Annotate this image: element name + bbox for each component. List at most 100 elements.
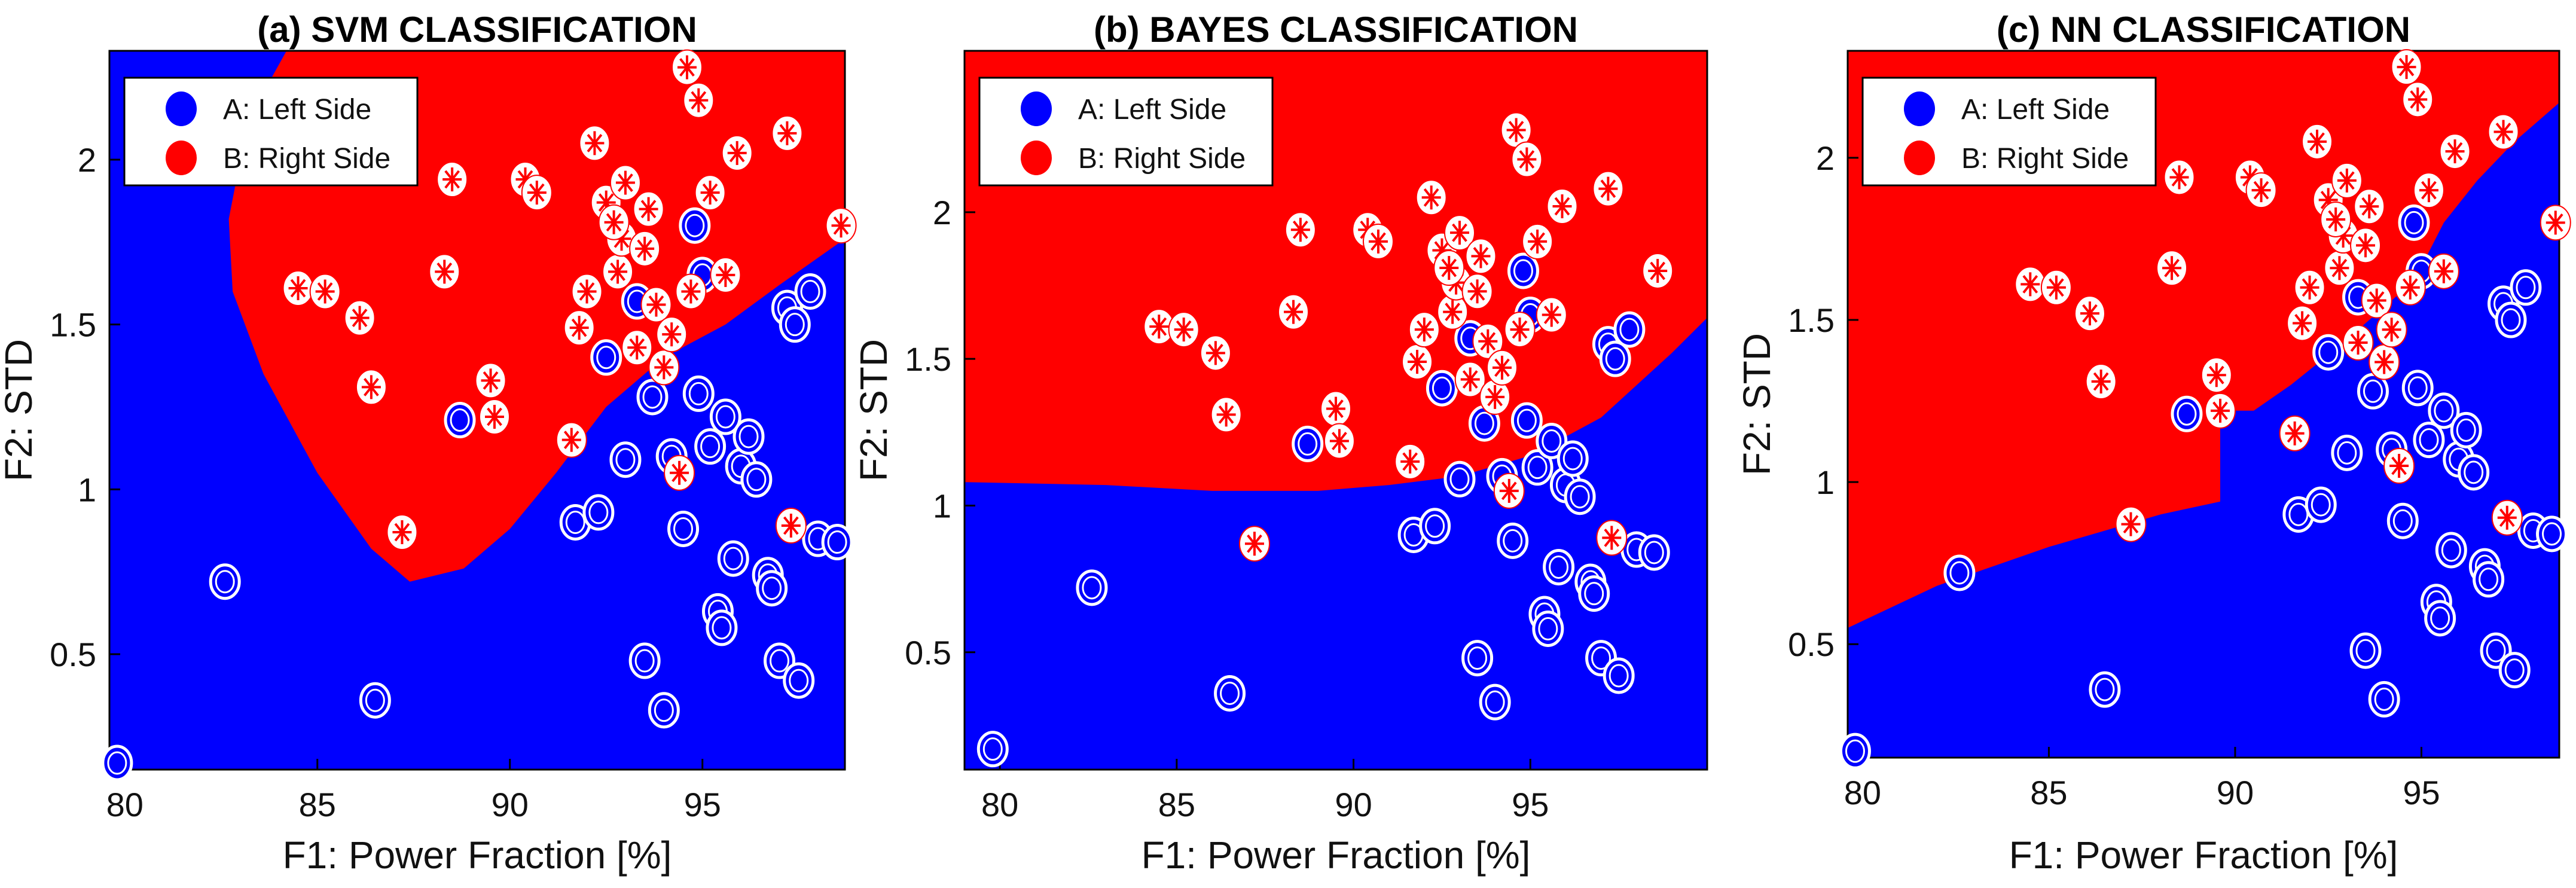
- point-a-ring: [2504, 658, 2525, 682]
- point-b-star: [2253, 181, 2269, 200]
- point-a: [1076, 569, 1108, 606]
- point-a-ring: [615, 448, 636, 472]
- point-a-marker: [1532, 611, 1564, 648]
- point-b-star: [2402, 278, 2418, 297]
- point-a-marker: [976, 731, 1009, 768]
- chart-title: (c) NN CLASSIFICATION: [1997, 10, 2410, 50]
- point-b: [2074, 295, 2105, 332]
- point-a-ring: [2486, 639, 2506, 663]
- point-b: [2540, 205, 2571, 241]
- point-b: [2413, 172, 2444, 209]
- point-a-ring: [1474, 411, 1494, 435]
- point-b: [1504, 312, 1536, 348]
- point-a-ring: [673, 517, 694, 541]
- point-a-ring: [2318, 340, 2339, 364]
- point-a-ring: [1619, 318, 1640, 341]
- point-a-ring: [2419, 428, 2439, 452]
- point-b-star: [2376, 353, 2392, 371]
- point-a-marker: [2401, 370, 2434, 407]
- point-b: [521, 175, 553, 211]
- point-a-marker: [1426, 370, 1458, 407]
- point-a: [717, 540, 749, 577]
- point-b-star: [2171, 168, 2187, 187]
- point-a: [209, 563, 241, 600]
- point-b-star: [529, 183, 545, 202]
- y-tick-label: 1.5: [905, 340, 951, 378]
- y-tick-label: 0.5: [905, 634, 951, 672]
- point-a-marker: [636, 379, 669, 416]
- point-a: [2413, 422, 2445, 459]
- y-tick-label: 1: [78, 471, 96, 508]
- point-b-star: [618, 173, 633, 192]
- point-b: [1465, 238, 1497, 274]
- point-b: [648, 349, 680, 386]
- x-tick-label: 80: [1844, 774, 1881, 811]
- point-a-marker: [1638, 534, 1670, 571]
- x-tick-label: 85: [299, 786, 336, 823]
- point-a-ring: [1082, 576, 1102, 600]
- x-tick-label: 95: [2403, 774, 2440, 811]
- point-b-star: [1452, 223, 1467, 242]
- point-a-marker: [2498, 652, 2531, 689]
- y-axis-label: F2: STD: [852, 339, 895, 481]
- point-a: [709, 398, 741, 435]
- point-b: [1394, 443, 1426, 480]
- point-b-star: [691, 91, 707, 110]
- point-b-star: [2208, 365, 2224, 385]
- point-a-ring: [1605, 347, 1625, 371]
- panel-1: 80 85 90 95 0.5 1 1.5 2 (a) SVM CLASSIFICATION F1…: [0, 10, 857, 877]
- point-a-marker: [1521, 449, 1553, 486]
- point-b-star: [1423, 188, 1439, 207]
- y-tick-label: 2: [1816, 139, 1835, 177]
- point-a: [679, 207, 711, 244]
- point-b-star: [352, 309, 368, 328]
- point-a-ring: [1467, 646, 1488, 670]
- point-b-star: [483, 371, 499, 390]
- point-a-ring: [2363, 379, 2383, 403]
- point-b: [2491, 499, 2523, 536]
- legend-label: B: Right Side: [1961, 143, 2129, 175]
- point-b: [2383, 448, 2415, 484]
- point-a-marker: [1461, 640, 1494, 677]
- point-a-ring: [1949, 561, 1970, 585]
- point-b: [721, 135, 753, 171]
- point-b: [571, 273, 603, 310]
- y-tick-label: 0.5: [50, 636, 96, 673]
- point-a-ring: [1449, 467, 1470, 491]
- point-b-star: [2398, 57, 2415, 77]
- point-a-ring: [2516, 276, 2536, 300]
- point-a: [1214, 675, 1246, 712]
- point-b-star: [1473, 247, 1489, 266]
- point-a-marker: [2312, 334, 2345, 371]
- point-b: [282, 270, 314, 306]
- point-b-star: [2383, 320, 2400, 339]
- point-a-marker: [679, 207, 711, 244]
- point-a-ring: [2392, 509, 2413, 533]
- point-a: [559, 503, 591, 541]
- point-a: [2473, 561, 2505, 598]
- point-a-ring: [762, 576, 782, 600]
- point-a-marker: [1497, 522, 1529, 559]
- point-a-marker: [2386, 502, 2419, 539]
- point-a-marker: [1419, 508, 1451, 545]
- axes-frame: [963, 50, 1708, 771]
- point-b: [1500, 112, 1532, 148]
- point-a: [609, 441, 642, 478]
- point-b-star: [2320, 191, 2336, 209]
- point-a-ring: [1570, 485, 1590, 509]
- point-b: [1642, 252, 1674, 289]
- point-a-ring: [2441, 538, 2461, 562]
- point-a-marker: [628, 642, 661, 679]
- point-b-star: [610, 263, 625, 281]
- point-a-ring: [365, 688, 385, 712]
- point-a-marker: [2450, 411, 2482, 448]
- point-a: [740, 461, 773, 498]
- point-b: [429, 254, 460, 290]
- legend-swatch: [166, 91, 197, 126]
- chart-title: (a) SVM CLASSIFICATION: [257, 10, 697, 50]
- point-a: [694, 428, 727, 465]
- point-a: [2435, 532, 2467, 569]
- point-b: [598, 204, 630, 240]
- point-a: [783, 662, 815, 699]
- point-a-marker: [209, 563, 241, 600]
